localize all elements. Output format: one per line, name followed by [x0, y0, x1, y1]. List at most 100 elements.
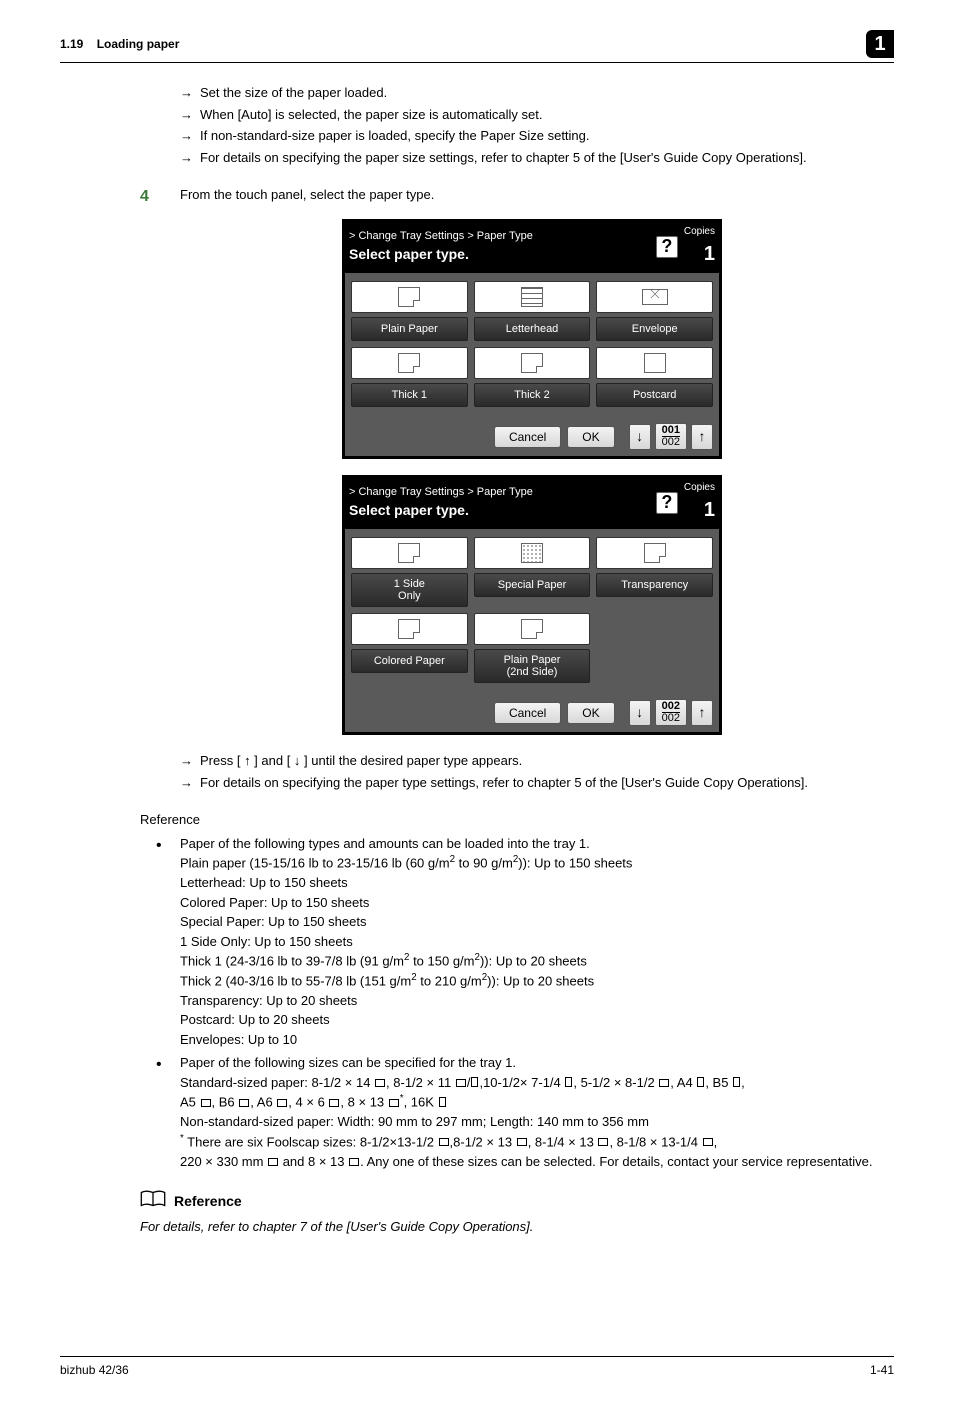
reference-box-header: Reference: [140, 1189, 884, 1215]
panel-subtitle: Select paper type.: [349, 500, 533, 521]
section-number: 1.19: [60, 37, 83, 51]
page-up-button[interactable]: ↑: [691, 700, 713, 726]
ref-line: 220 × 330 mm and 8 × 13 . Any one of the…: [180, 1152, 884, 1172]
ok-button[interactable]: OK: [567, 426, 614, 448]
ref-lead: Paper of the following types and amounts…: [180, 834, 884, 854]
page-up-button[interactable]: ↑: [691, 424, 713, 450]
touch-panel-2: > Change Tray Settings > Paper Type Sele…: [342, 475, 722, 735]
panel-header: > Change Tray Settings > Paper Type Sele…: [345, 478, 719, 529]
option-transparency[interactable]: Transparency: [596, 537, 713, 607]
opt-label: Transparency: [596, 573, 713, 597]
ref-line: Non-standard-sized paper: Width: 90 mm t…: [180, 1112, 884, 1132]
ref-sublines: Plain paper (15-15/16 lb to 23-15/16 lb …: [180, 853, 884, 1049]
reference-body: For details, refer to chapter 7 of the […: [140, 1217, 884, 1237]
opt-label: Envelope: [596, 317, 713, 341]
arrow-list-2: Press [ ↑ ] and [ ↓ ] until the desired …: [180, 751, 884, 792]
option-thick-2[interactable]: Thick 2: [474, 347, 591, 407]
portrait-icon: [733, 1077, 740, 1087]
ref-line: Envelopes: Up to 10: [180, 1030, 884, 1050]
ref-line: A5 , B6 , A6 , 4 × 6 , 8 × 13 *, 16K: [180, 1092, 884, 1112]
arrow-item: For details on specifying the paper size…: [180, 148, 884, 168]
reference-bullet-1: Paper of the following types and amounts…: [150, 834, 884, 1049]
ref-line: Postcard: Up to 20 sheets: [180, 1010, 884, 1030]
arrow-item: Set the size of the paper loaded.: [180, 83, 884, 103]
page-indicator: 002002: [655, 699, 687, 726]
reference-list: Paper of the following types and amounts…: [150, 834, 884, 1171]
cancel-button[interactable]: Cancel: [494, 702, 561, 724]
option-postcard[interactable]: Postcard: [596, 347, 713, 407]
option-plain-paper[interactable]: Plain Paper: [351, 281, 468, 341]
ref-lead: Paper of the following sizes can be spec…: [180, 1053, 884, 1073]
step-number: 4: [140, 185, 180, 209]
book-icon: [140, 1189, 166, 1215]
option-1-side-only[interactable]: 1 Side Only: [351, 537, 468, 607]
breadcrumb: > Change Tray Settings > Paper Type: [349, 228, 533, 245]
ok-button[interactable]: OK: [567, 702, 614, 724]
ref-line: Plain paper (15-15/16 lb to 23-15/16 lb …: [180, 853, 884, 873]
copies-label: Copies: [684, 224, 715, 239]
reference-heading: Reference: [140, 810, 884, 830]
copies-label: Copies: [684, 480, 715, 495]
ref-line: Thick 2 (40-3/16 lb to 55-7/8 lb (151 g/…: [180, 971, 884, 991]
landscape-icon: [239, 1099, 249, 1107]
option-special-paper[interactable]: Special Paper: [474, 537, 591, 607]
page-down-button[interactable]: ↓: [629, 424, 651, 450]
help-icon[interactable]: ?: [656, 492, 678, 514]
opt-label: Thick 1: [351, 383, 468, 407]
opt-label: Postcard: [596, 383, 713, 407]
opt-label: Plain Paper (2nd Side): [474, 649, 591, 683]
copies-value: 1: [684, 239, 715, 269]
ref-line: Letterhead: Up to 150 sheets: [180, 873, 884, 893]
arrow-item: When [Auto] is selected, the paper size …: [180, 105, 884, 125]
panel-header: > Change Tray Settings > Paper Type Sele…: [345, 222, 719, 273]
landscape-icon: [329, 1099, 339, 1107]
option-envelope[interactable]: Envelope: [596, 281, 713, 341]
ref-line: Thick 1 (24-3/16 lb to 39-7/8 lb (91 g/m…: [180, 951, 884, 971]
page-indicator: 001002: [655, 423, 687, 450]
cancel-button[interactable]: Cancel: [494, 426, 561, 448]
reference-bullet-2: Paper of the following sizes can be spec…: [150, 1053, 884, 1171]
arrow-item: Press [ ↑ ] and [ ↓ ] until the desired …: [180, 751, 884, 771]
help-icon[interactable]: ?: [656, 236, 678, 258]
copies-indicator: Copies 1: [684, 480, 715, 525]
option-colored-paper[interactable]: Colored Paper: [351, 613, 468, 683]
landscape-icon: [703, 1138, 713, 1146]
arrow-list-1: Set the size of the paper loaded. When […: [180, 83, 884, 167]
portrait-icon: [697, 1077, 704, 1087]
ref-line: Special Paper: Up to 150 sheets: [180, 912, 884, 932]
landscape-icon: [456, 1079, 466, 1087]
opt-label: Thick 2: [474, 383, 591, 407]
page-footer: bizhub 42/36 1-41: [60, 1356, 894, 1379]
landscape-icon: [349, 1158, 359, 1166]
header-left: 1.19 Loading paper: [60, 35, 179, 53]
option-letterhead[interactable]: Letterhead: [474, 281, 591, 341]
landscape-icon: [517, 1138, 527, 1146]
breadcrumb: > Change Tray Settings > Paper Type: [349, 484, 533, 501]
option-plain-paper-2nd-side[interactable]: Plain Paper (2nd Side): [474, 613, 591, 683]
panel-subtitle: Select paper type.: [349, 244, 533, 265]
opt-label: Plain Paper: [351, 317, 468, 341]
opt-label: 1 Side Only: [351, 573, 468, 607]
reference-title: Reference: [174, 1191, 242, 1212]
ref-line: 1 Side Only: Up to 150 sheets: [180, 932, 884, 952]
landscape-icon: [659, 1079, 669, 1087]
landscape-icon: [277, 1099, 287, 1107]
opt-label: Colored Paper: [351, 649, 468, 673]
page-down-button[interactable]: ↓: [629, 700, 651, 726]
ref-line: Colored Paper: Up to 150 sheets: [180, 893, 884, 913]
touch-panel-1: > Change Tray Settings > Paper Type Sele…: [342, 219, 722, 459]
footer-right: 1-41: [870, 1361, 894, 1379]
landscape-icon: [201, 1099, 211, 1107]
copies-indicator: Copies 1: [684, 224, 715, 269]
step-4: 4 From the touch panel, select the paper…: [140, 185, 884, 209]
portrait-icon: [439, 1097, 446, 1107]
ref-line: Standard-sized paper: 8-1/2 × 14 , 8-1/2…: [180, 1073, 884, 1093]
step-text: From the touch panel, select the paper t…: [180, 185, 434, 205]
section-title: Loading paper: [97, 37, 180, 51]
landscape-icon: [598, 1138, 608, 1146]
option-thick-1[interactable]: Thick 1: [351, 347, 468, 407]
opt-label: Letterhead: [474, 317, 591, 341]
landscape-icon: [439, 1138, 449, 1146]
landscape-icon: [375, 1079, 385, 1087]
portrait-icon: [565, 1077, 572, 1087]
